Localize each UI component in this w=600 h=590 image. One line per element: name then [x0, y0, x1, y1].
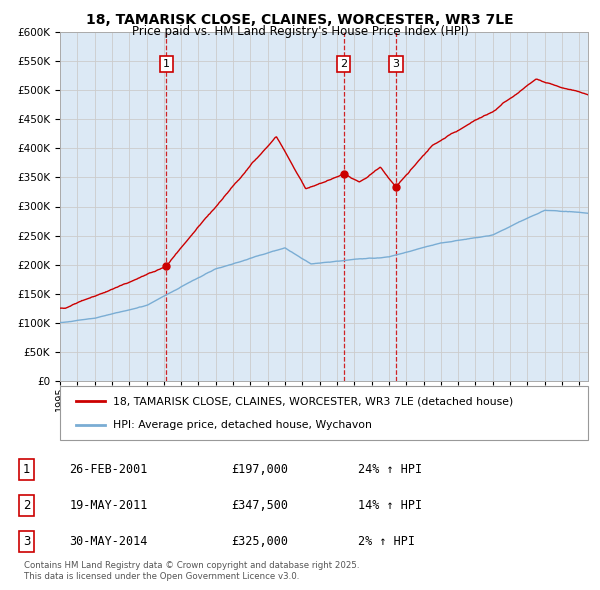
Text: 19-MAY-2011: 19-MAY-2011	[70, 499, 148, 512]
Text: 14% ↑ HPI: 14% ↑ HPI	[358, 499, 422, 512]
Text: 24% ↑ HPI: 24% ↑ HPI	[358, 463, 422, 476]
Text: Contains HM Land Registry data © Crown copyright and database right 2025.: Contains HM Land Registry data © Crown c…	[24, 560, 359, 569]
Text: 1: 1	[163, 60, 170, 70]
Text: 18, TAMARISK CLOSE, CLAINES, WORCESTER, WR3 7LE: 18, TAMARISK CLOSE, CLAINES, WORCESTER, …	[86, 13, 514, 27]
Text: 26-FEB-2001: 26-FEB-2001	[70, 463, 148, 476]
Text: £347,500: £347,500	[231, 499, 288, 512]
Text: HPI: Average price, detached house, Wychavon: HPI: Average price, detached house, Wych…	[113, 419, 371, 430]
Text: Price paid vs. HM Land Registry's House Price Index (HPI): Price paid vs. HM Land Registry's House …	[131, 25, 469, 38]
Text: This data is licensed under the Open Government Licence v3.0.: This data is licensed under the Open Gov…	[24, 572, 299, 581]
Text: 2: 2	[23, 499, 30, 512]
Text: £197,000: £197,000	[231, 463, 288, 476]
Text: 3: 3	[392, 60, 400, 70]
FancyBboxPatch shape	[60, 386, 588, 440]
Text: 1: 1	[23, 463, 30, 476]
Text: 18, TAMARISK CLOSE, CLAINES, WORCESTER, WR3 7LE (detached house): 18, TAMARISK CLOSE, CLAINES, WORCESTER, …	[113, 396, 513, 407]
Text: 2: 2	[340, 60, 347, 70]
Text: £325,000: £325,000	[231, 535, 288, 548]
Text: 2% ↑ HPI: 2% ↑ HPI	[358, 535, 415, 548]
Text: 3: 3	[23, 535, 30, 548]
Text: 30-MAY-2014: 30-MAY-2014	[70, 535, 148, 548]
